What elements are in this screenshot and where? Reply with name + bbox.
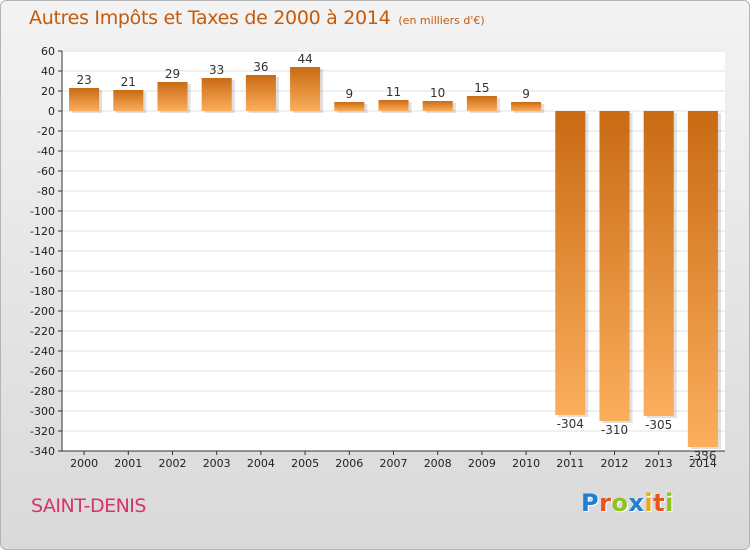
bar <box>334 102 365 111</box>
bar-value-label: 10 <box>430 86 445 100</box>
x-tick-label: 2002 <box>159 457 187 470</box>
bar-value-label: 36 <box>253 60 268 74</box>
bar <box>422 101 453 111</box>
bar <box>687 111 718 447</box>
logo-letter: P <box>581 489 600 517</box>
y-tick-label: -320 <box>30 425 55 438</box>
y-tick-label: -140 <box>30 245 55 258</box>
x-tick-label: 2010 <box>512 457 540 470</box>
y-tick-label: -100 <box>30 205 55 218</box>
logo-letter: i <box>665 489 674 517</box>
y-tick-label: -220 <box>30 325 55 338</box>
bar-value-label: 29 <box>165 67 180 81</box>
bar-value-label: -310 <box>601 423 628 437</box>
y-tick-label: -340 <box>30 445 55 458</box>
x-tick-label: 2011 <box>556 457 584 470</box>
bar <box>511 102 542 111</box>
bar <box>157 82 188 111</box>
bar <box>69 88 100 111</box>
bar-value-label: -336 <box>689 449 716 463</box>
bar <box>599 111 630 421</box>
x-tick-label: 2006 <box>335 457 363 470</box>
logo-letter: o <box>611 489 629 517</box>
bar <box>245 75 276 111</box>
x-tick-label: 2005 <box>291 457 319 470</box>
bar-value-label: -305 <box>645 418 672 432</box>
bar <box>643 111 674 416</box>
logo-letter: r <box>599 489 612 517</box>
bar <box>378 100 409 111</box>
y-tick-label: 60 <box>41 45 55 58</box>
y-tick-label: 20 <box>41 85 55 98</box>
y-tick-label: -20 <box>37 125 55 138</box>
bar-value-label: -304 <box>557 417 584 431</box>
chart-title-main: Autres Impôts et Taxes de 2000 à 2014 <box>29 7 391 29</box>
bar-value-label: 11 <box>386 85 401 99</box>
x-tick-label: 2009 <box>468 457 496 470</box>
bar-value-label: 15 <box>474 81 489 95</box>
logo-letter: x <box>628 489 645 517</box>
place-name: SAINT-DENIS <box>31 495 146 517</box>
bar <box>466 96 497 111</box>
y-tick-label: 40 <box>41 65 55 78</box>
axes: 60 40 20 0 -20 -40 -60 -80 -100 -120 -140 -160 -180 -… <box>30 45 725 470</box>
y-tick-label: -300 <box>30 405 55 418</box>
bars <box>69 67 721 449</box>
logo-letter: i <box>644 489 654 517</box>
y-tick-label: 0 <box>48 105 55 118</box>
x-tick-label: 2003 <box>203 457 231 470</box>
bar-value-label: 9 <box>345 87 353 101</box>
x-tick-label: 2007 <box>380 457 408 470</box>
x-tick-label: 2001 <box>114 457 142 470</box>
y-tick-label: -180 <box>30 285 55 298</box>
bar-value-label: 9 <box>522 87 530 101</box>
y-tick-label: -200 <box>30 305 55 318</box>
y-tick-label: -280 <box>30 385 55 398</box>
x-tick-label: 2000 <box>70 457 98 470</box>
y-tick-label: -60 <box>37 165 55 178</box>
y-tick-label: -40 <box>37 145 55 158</box>
x-tick-label: 2008 <box>424 457 452 470</box>
bar <box>290 67 321 111</box>
y-tick-label: -160 <box>30 265 55 278</box>
bar <box>555 111 586 415</box>
bar-value-label: 33 <box>209 63 224 77</box>
y-tick-label: -120 <box>30 225 55 238</box>
bar-value-label: 23 <box>76 73 91 87</box>
chart-title: Autres Impôts et Taxes de 2000 à 2014 (en… <box>29 7 485 29</box>
x-tick-label: 2014 <box>689 457 717 470</box>
bar-value-label: 21 <box>121 75 136 89</box>
x-tick-label: 2012 <box>601 457 629 470</box>
y-tick-label: -260 <box>30 365 55 378</box>
bar <box>113 90 144 111</box>
x-tick-label: 2013 <box>645 457 673 470</box>
y-tick-label: -80 <box>37 185 55 198</box>
x-tick-label: 2004 <box>247 457 275 470</box>
bar-value-label: 44 <box>297 52 312 66</box>
logo-letter: t <box>653 489 666 517</box>
bar <box>201 78 232 111</box>
chart-subtitle: (en milliers d'€) <box>398 14 485 27</box>
y-tick-label: -240 <box>30 345 55 358</box>
data-labels: 23 21 29 33 36 44 9 11 10 15 9 -304 -310 -305 -336 <box>76 52 716 463</box>
proxiti-logo[interactable]: Proxiti <box>581 489 674 517</box>
